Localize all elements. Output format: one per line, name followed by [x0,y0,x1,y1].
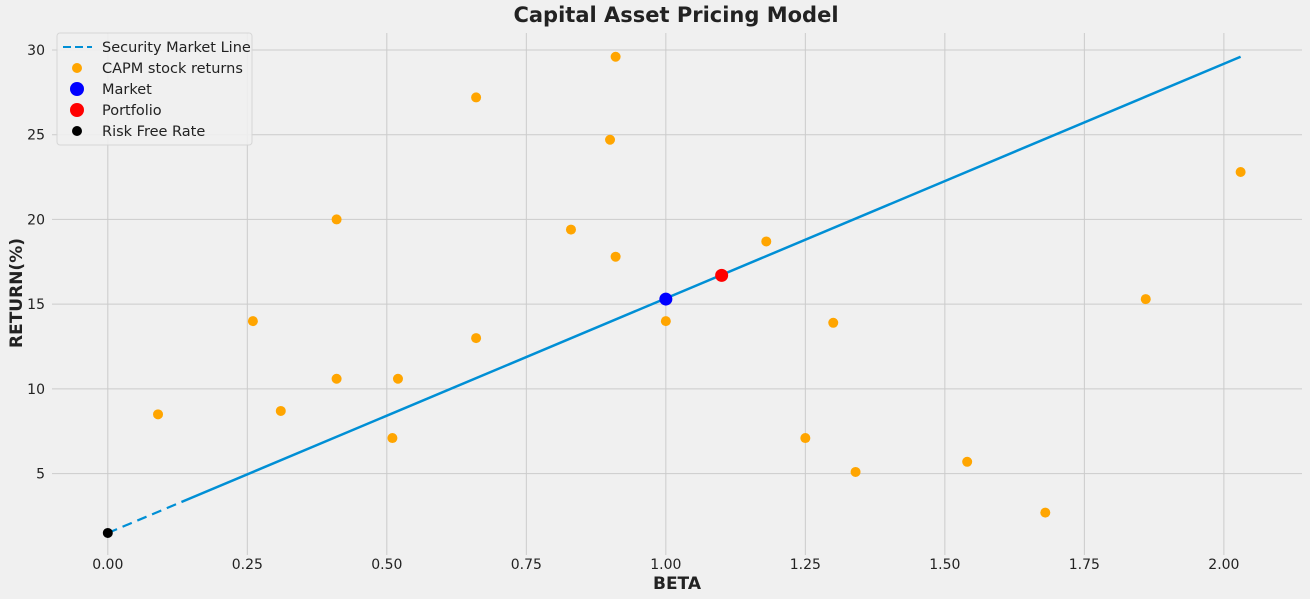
x-tick-label: 1.00 [650,557,681,573]
y-tick-labels: 5 10 15 20 25 30 [27,43,45,483]
legend-label: CAPM stock returns [102,61,243,77]
stock-return-point [610,51,621,62]
x-axis-label: BETA [653,574,702,594]
stock-return-point [828,317,839,328]
sml-line [180,55,1242,504]
stock-return-point [387,433,398,444]
legend-label: Security Market Line [102,40,251,56]
legend-swatch-dot [70,82,84,96]
x-tick-label: 0.75 [511,557,542,573]
y-axis-label: RETURN(%) [7,238,27,348]
legend-label: Risk Free Rate [102,124,205,140]
x-tick-label: 1.50 [929,557,960,573]
stock-return-point [275,405,286,416]
risk-free-point [102,527,113,538]
legend-box [56,32,253,146]
stock-return-point [761,236,772,247]
stock-return-point [1235,166,1246,177]
stock-return-point [247,316,258,327]
stock-return-point [1040,507,1051,518]
y-tick-label: 20 [27,212,45,228]
stock-return-point [153,409,164,420]
stock-return-point [331,373,342,384]
x-tick-label: 0.25 [232,557,263,573]
stock-return-point [1140,294,1151,305]
legend-label: Portfolio [102,103,162,119]
legend-swatch-dot [72,126,82,136]
data-points [102,51,1246,538]
y-tick-label: 15 [27,297,45,313]
x-tick-labels: 0.00 0.25 0.50 0.75 1.00 1.25 1.50 1.75 2.00 [92,557,1239,573]
x-tick-label: 0.50 [371,557,402,573]
market-point [659,292,673,306]
legend-swatch-dot [72,63,82,73]
y-tick-label: 10 [27,382,45,398]
stock-return-point [565,224,576,235]
stock-return-point [850,466,861,477]
y-tick-label: 5 [36,467,45,483]
legend-label: Market [102,82,152,98]
y-tick-label: 30 [27,43,45,59]
stock-return-point [392,373,403,384]
stock-return-point [962,456,973,467]
stock-return-point [610,251,621,262]
security-market-line [107,55,1242,534]
stock-return-point [331,214,342,225]
x-tick-label: 1.25 [790,557,821,573]
x-tick-label: 2.00 [1208,557,1239,573]
legend: Security Market Line CAPM stock returns Ma… [56,32,253,146]
stock-return-point [800,433,811,444]
y-tick-label: 25 [27,128,45,144]
x-tick-label: 0.00 [92,557,123,573]
sml-dashed-segment [107,500,182,534]
portfolio-point [715,268,729,282]
stock-return-point [660,316,671,327]
grid [52,33,1302,555]
stock-return-point [471,333,482,344]
legend-swatch-dot [70,103,84,117]
x-tick-label: 1.75 [1069,557,1100,573]
stock-return-point [605,134,616,145]
chart-title: Capital Asset Pricing Model [513,3,838,27]
stock-return-point [471,92,482,103]
